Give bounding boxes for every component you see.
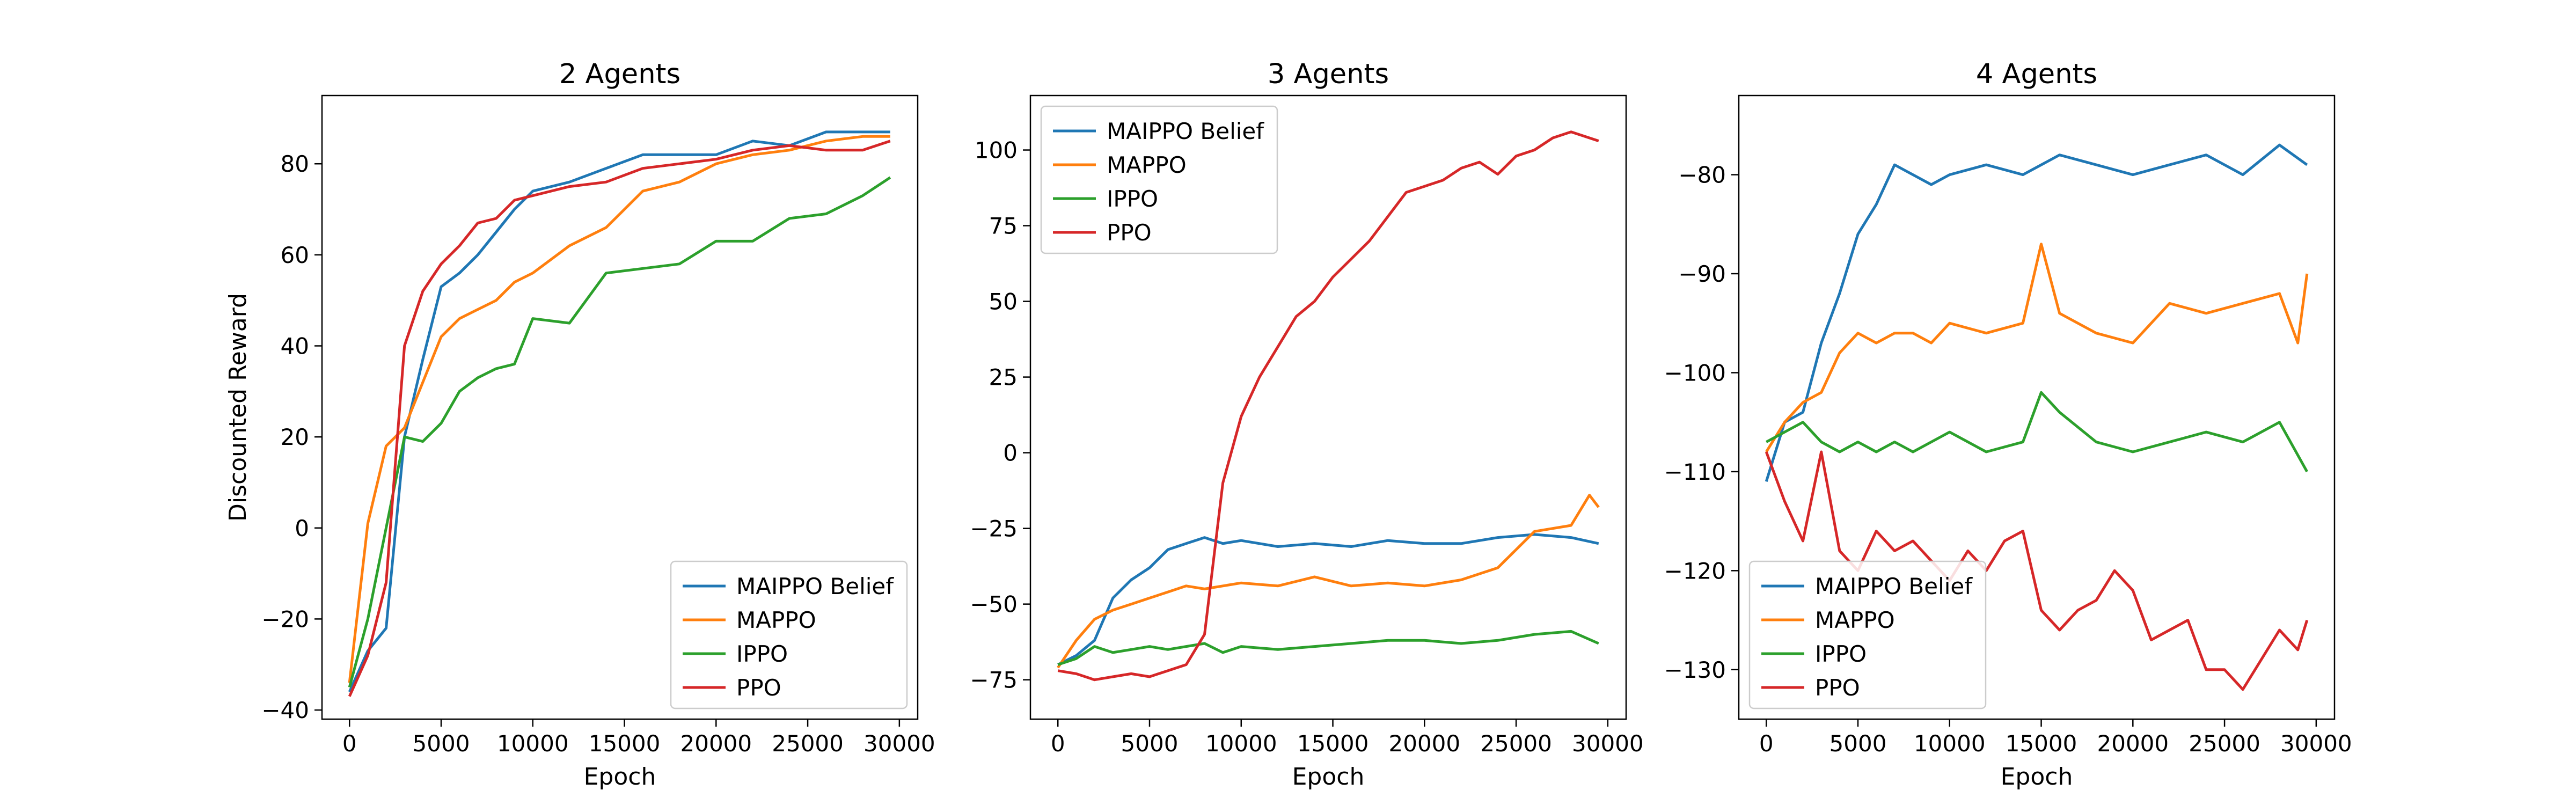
x-tick-label: 30000 — [1572, 730, 1644, 757]
legend-label: PPO — [736, 675, 781, 701]
x-tick-label: 0 — [1759, 730, 1774, 757]
series-line-mappo — [348, 135, 890, 683]
y-tick-label: 20 — [281, 424, 309, 450]
series-line-mappo — [1765, 243, 2309, 453]
panel-4-agents: 4 Agents Epoch 0 5000 10000 15000 20000 25000… — [1664, 58, 2352, 791]
x-tick-label: 30000 — [863, 730, 935, 757]
x-tick-label: 15000 — [589, 730, 661, 757]
y-tick-label: 75 — [989, 213, 1018, 239]
series-line-ippo — [1057, 630, 1599, 666]
y-tick-label: −80 — [1678, 162, 1726, 188]
y-tick-label: 60 — [281, 242, 309, 268]
legend-label: MAPPO — [1815, 607, 1895, 633]
plot-frame — [321, 94, 919, 720]
legend: MAIPPO Belief MAPPO IPPO PPO — [1748, 560, 1987, 709]
panel-3-agents: 3 Agents Epoch 0 5000 10000 15000 20000 25000… — [970, 58, 1643, 791]
plot-frame — [1029, 94, 1627, 720]
x-tick-label: 30000 — [2280, 730, 2352, 757]
series-line-ippo — [348, 176, 891, 688]
x-tick-label: 25000 — [2189, 730, 2260, 757]
x-axis-label: Epoch — [2001, 763, 2073, 791]
series-line-maippo-belief — [1057, 533, 1599, 666]
series-line-ppo — [348, 140, 891, 697]
plot-lines — [1057, 130, 1600, 682]
y-tick-label: −20 — [261, 606, 309, 632]
y-tick-label: 0 — [1003, 440, 1018, 466]
x-tick-label: 10000 — [1205, 730, 1277, 757]
legend-label: IPPO — [1107, 186, 1158, 212]
legend-box — [1748, 560, 1987, 709]
y-tick-label: −90 — [1678, 261, 1726, 287]
legend: MAIPPO Belief MAPPO IPPO PPO — [670, 560, 908, 709]
y-tick-label: 25 — [989, 364, 1018, 391]
y-tick-label: −25 — [970, 516, 1018, 542]
legend-label: IPPO — [736, 641, 788, 667]
x-tick-label: 5000 — [413, 730, 470, 757]
x-tick-label: 10000 — [497, 730, 569, 757]
y-tick-label: −75 — [970, 667, 1018, 693]
x-tick-label: 0 — [1051, 730, 1065, 757]
y-tick-label: 40 — [281, 333, 309, 359]
series-line-mappo — [1057, 494, 1600, 669]
series-line-ippo — [1766, 391, 2308, 473]
y-tick-label: −110 — [1664, 459, 1726, 485]
y-axis-label: Discounted Reward — [224, 293, 252, 522]
x-axis-label: Epoch — [584, 763, 656, 791]
y-tick-label: −120 — [1664, 558, 1726, 584]
x-tick-label: 15000 — [2006, 730, 2077, 757]
x-tick-label: 5000 — [1121, 730, 1179, 757]
y-tick-label: −130 — [1664, 657, 1726, 683]
legend-label: MAPPO — [736, 607, 816, 633]
legend-label: IPPO — [1815, 641, 1867, 667]
chart-title: 4 Agents — [1976, 58, 2097, 90]
x-tick-label: 20000 — [1389, 730, 1461, 757]
x-tick-label: 5000 — [1829, 730, 1887, 757]
plot-lines — [348, 130, 891, 697]
y-tick-label: 0 — [295, 515, 309, 541]
legend-box — [670, 560, 908, 709]
series-line-maippo-belief — [1765, 143, 2308, 482]
x-tick-label: 10000 — [1914, 730, 1986, 757]
x-tick-label: 15000 — [1297, 730, 1369, 757]
legend-label: PPO — [1815, 675, 1860, 701]
legend-label: MAPPO — [1107, 152, 1187, 178]
y-tick-label: 80 — [281, 151, 309, 177]
axis-ticks: 0 5000 10000 15000 20000 25000 30000 −40 −20 0 20 4… — [261, 151, 935, 757]
legend-label: MAIPPO Belief — [1107, 118, 1264, 144]
x-tick-label: 25000 — [772, 730, 844, 757]
x-tick-label: 25000 — [1480, 730, 1552, 757]
axis-ticks: 0 5000 10000 15000 20000 25000 30000 −75 −50 −25 0… — [970, 137, 1643, 757]
legend-label: MAIPPO Belief — [1815, 573, 1973, 599]
chart-title: 3 Agents — [1268, 58, 1389, 90]
legend: MAIPPO Belief MAPPO IPPO PPO — [1040, 105, 1278, 254]
x-tick-label: 20000 — [2097, 730, 2169, 757]
chart-title: 2 Agents — [559, 58, 680, 90]
x-tick-label: 20000 — [680, 730, 752, 757]
legend-box — [1040, 105, 1278, 254]
legend-label: PPO — [1107, 219, 1152, 246]
x-axis-label: Epoch — [1292, 763, 1365, 791]
y-tick-label: 50 — [989, 289, 1018, 315]
legend-label: MAIPPO Belief — [736, 573, 894, 599]
y-tick-label: −40 — [261, 697, 309, 723]
y-tick-label: −100 — [1664, 360, 1726, 386]
y-tick-label: 100 — [975, 137, 1018, 164]
x-tick-label: 0 — [342, 730, 357, 757]
panel-2-agents: 2 Agents Epoch Discounted Reward 0 5000 10… — [224, 58, 935, 791]
series-line-ppo — [1057, 130, 1599, 682]
y-tick-label: −50 — [970, 591, 1018, 618]
axis-ticks: 0 5000 10000 15000 20000 25000 30000 −130 −120 −1… — [1664, 162, 2352, 757]
plot-frame — [1738, 94, 2336, 720]
